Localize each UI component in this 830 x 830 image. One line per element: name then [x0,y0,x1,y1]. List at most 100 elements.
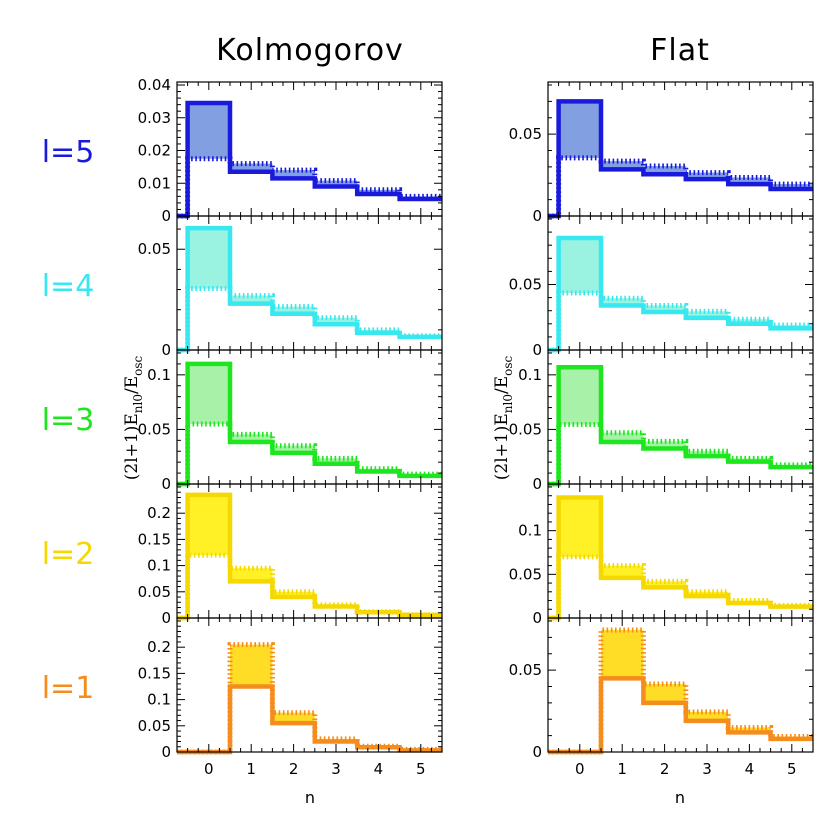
series-solid [177,100,442,219]
band-n2 [643,581,686,588]
panel-kolmogorov-l5: 0 0.01 0.02 0.03 0.04 [138,76,443,225]
band-n0 [558,237,601,294]
row-label-l3: l=3 [42,403,95,438]
y-tick-label: 0.05 [138,717,171,735]
series-solid [548,235,813,353]
y-tick-label: 0.02 [138,142,171,160]
x-tick-label: 5 [416,760,426,778]
series-dotted [177,286,442,353]
band-n2 [272,170,315,179]
band-n0 [187,494,230,556]
row-label-l5: l=5 [42,135,95,170]
panel-kolmogorov-l2: 0 0.05 0.1 0.15 0.2 [138,483,443,627]
y-tick-label: 0.1 [518,366,542,384]
band-n1 [230,644,273,687]
y-axis-label-left: (2l+1)Enl0/Eosc [122,356,145,481]
panel-flat-l3: 0 0.05 0.1 [509,349,814,493]
series-dotted [177,552,442,621]
panel-frame [176,617,443,753]
series-solid [177,361,442,487]
row-label-l4: l=4 [42,269,95,304]
panel-frame [547,617,814,753]
band-n2 [272,306,315,314]
svg-text:(2l+1)Enl0/Eosc: (2l+1)Enl0/Eosc [492,356,515,481]
x-tick-label: 2 [289,760,299,778]
y-tick-label: 0 [532,207,542,225]
y-tick-label: 0.05 [138,420,171,438]
band-n0 [187,228,230,289]
band-n3 [685,711,729,721]
y-tick-label: 0 [532,475,542,493]
y-tick-label: 0.05 [138,583,171,601]
svg-text:(2l+1)Enl0/Eosc: (2l+1)Enl0/Eosc [122,356,145,481]
y-tick-label: 0.05 [509,276,542,294]
ylabel-slash: /E [492,376,512,394]
y-tick-label: 0 [161,475,171,493]
band-n3 [314,180,358,187]
series-solid [548,99,813,219]
x-tick-label: 3 [702,760,712,778]
band-n3 [685,172,729,180]
band-n2 [272,445,315,453]
band-n1 [601,630,644,679]
band-n3 [314,317,358,325]
y-tick-label: 0.05 [138,240,171,258]
x-tick-label: 0 [575,760,585,778]
y-tick-label: 0.1 [147,691,171,709]
panel-flat-l1: 0 0.05 0 1 2 3 4 5 [509,617,814,778]
series-dotted [548,290,813,353]
column-title-flat: Flat [650,33,710,68]
y-tick-label: 0.1 [518,522,542,540]
band-n1 [601,161,644,170]
y-tick-label: 0.05 [509,565,542,583]
series-solid [548,495,813,621]
panel-flat-l4: 00.05 [509,215,814,359]
series-dotted [548,627,813,755]
y-tick-label: 0.04 [138,76,171,94]
x-tick-label: 1 [246,760,256,778]
x-tick-label: 4 [374,760,384,778]
band-n3 [685,451,729,457]
panel-kolmogorov-l3: 0 0.05 0.1 [138,349,443,493]
band-n0 [187,363,230,424]
y-tick-label: 0 [532,743,542,761]
x-tick-label: 2 [660,760,670,778]
series-solid [177,225,442,353]
series-dotted [548,554,813,621]
band-n0 [187,103,230,159]
band-n4 [728,319,771,324]
ylabel-sub: nl0 [501,394,515,413]
x-axis-label-right: n [675,788,685,807]
series-dotted [177,421,442,487]
y-tick-label: 0.15 [138,530,171,548]
ylabel-sub: nl0 [131,394,145,413]
y-tick-label: 0.05 [509,420,542,438]
y-axis-label-right: (2l+1)Enl0/Eosc [492,356,515,481]
band-n0 [558,497,601,557]
band-n1 [230,568,273,582]
band-n2 [272,712,315,724]
band-n1 [601,298,644,306]
series-solid [177,492,442,621]
y-tick-label: 0.1 [147,366,171,384]
ylabel-sub2: osc [501,356,515,376]
panel-flat-l5: 00.05 [509,81,814,225]
y-tick-label: 0.05 [509,125,542,143]
y-tick-label: 0 [532,609,542,627]
series-dotted [548,155,813,219]
y-tick-label: 0.1 [147,557,171,575]
x-tick-label: 3 [331,760,341,778]
band-n2 [643,441,686,449]
y-tick-label: 0.05 [509,661,542,679]
y-tick-label: 0.2 [147,638,171,656]
ylabel-main: (2l+1)E [122,413,142,480]
band-n1 [601,432,644,442]
y-tick-label: 0 [161,207,171,225]
y-tick-label: 0 [161,743,171,761]
series-dotted [548,422,813,487]
y-tick-label: 0 [161,609,171,627]
ylabel-slash: /E [122,376,142,394]
band-n2 [643,166,686,175]
band-n3 [685,311,729,318]
